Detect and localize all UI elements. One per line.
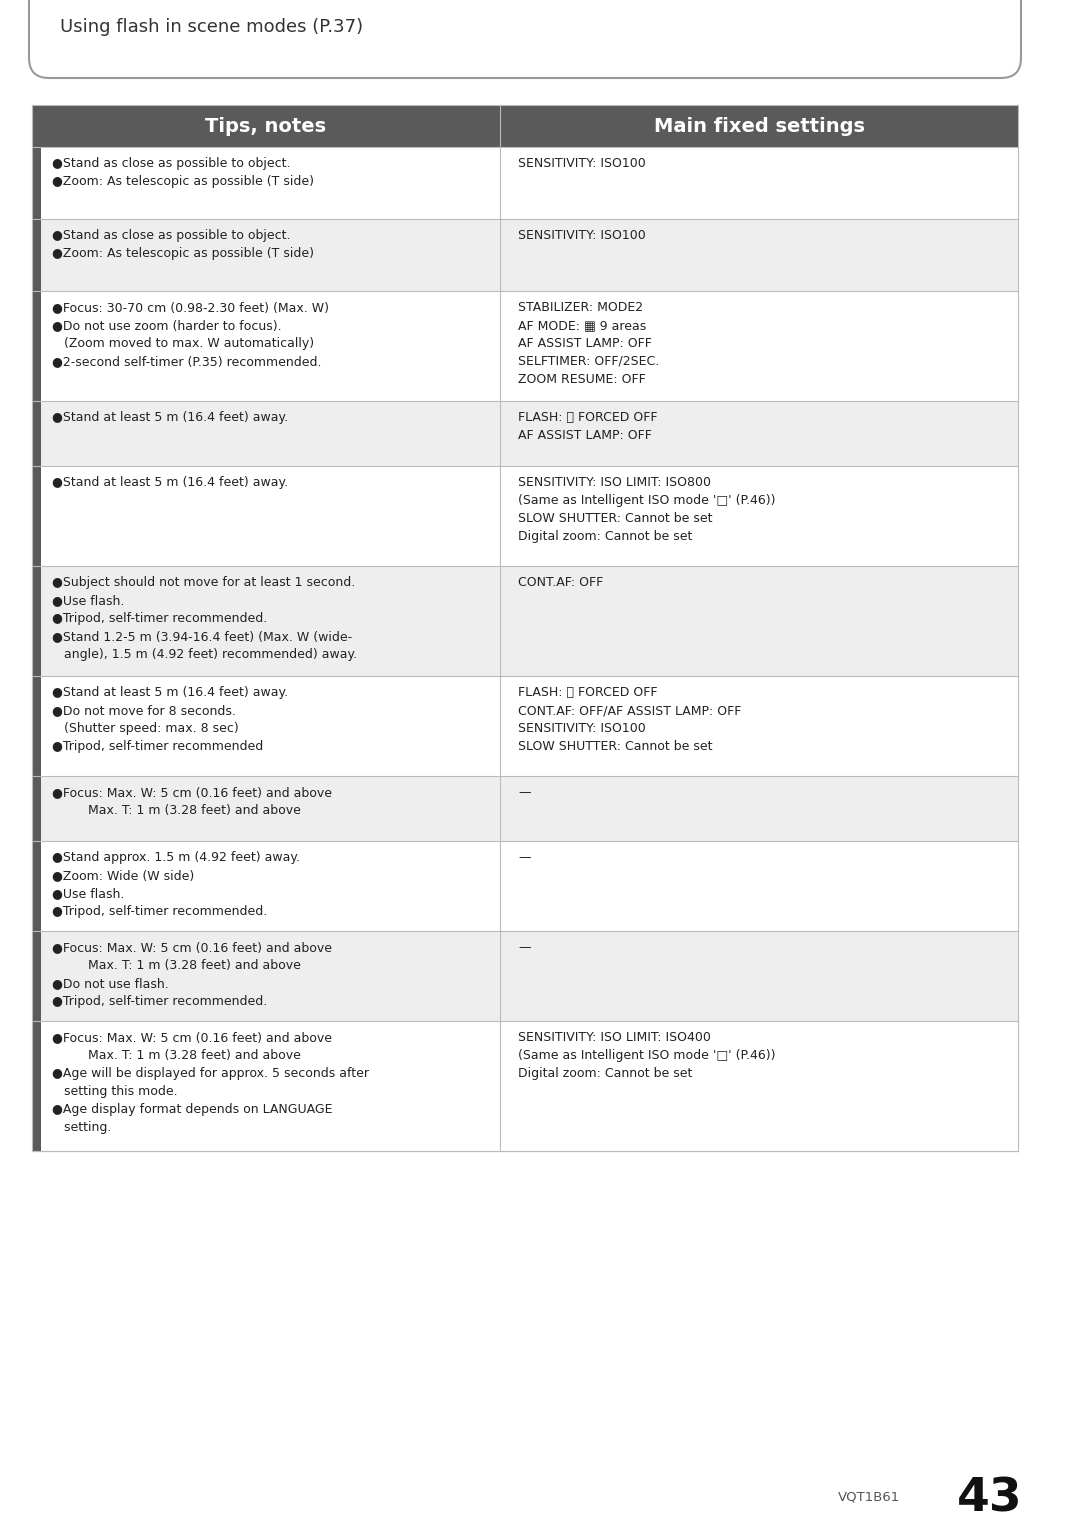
Bar	[500, 104, 1018, 147]
Text: —: —	[518, 941, 530, 953]
Bar	[41, 292, 500, 401]
Text: ●Subject should not move for at least 1 second.
●Use flash.
●Tripod, self-timer : ●Subject should not move for at least 1 …	[52, 576, 357, 662]
Text: SENSITIVITY: ISO LIMIT: ISO800
(Same as Intelligent ISO mode '□' (P.46))
SLOW SH: SENSITIVITY: ISO LIMIT: ISO800 (Same as …	[518, 476, 775, 543]
Bar	[500, 220, 1018, 292]
Text: ●Stand at least 5 m (16.4 feet) away.: ●Stand at least 5 m (16.4 feet) away.	[52, 411, 288, 424]
Bar	[500, 292, 1018, 401]
Bar	[41, 401, 500, 467]
Bar	[41, 467, 500, 566]
Bar	[32, 104, 500, 147]
Text: ●Stand as close as possible to object.
●Zoom: As telescopic as possible (T side): ●Stand as close as possible to object. ●…	[52, 229, 314, 259]
Bar	[41, 675, 500, 777]
Text: FLASH: ⓨ FORCED OFF
CONT.AF: OFF/AF ASSIST LAMP: OFF
SENSITIVITY: ISO100
SLOW SH: FLASH: ⓨ FORCED OFF CONT.AF: OFF/AF ASSI…	[518, 686, 741, 754]
Text: ●Stand at least 5 m (16.4 feet) away.
●Do not move for 8 seconds.
   (Shutter sp: ●Stand at least 5 m (16.4 feet) away. ●D…	[52, 686, 288, 754]
Text: —: —	[518, 850, 530, 864]
Bar	[32, 104, 41, 1151]
Text: ●Stand approx. 1.5 m (4.92 feet) away.
●Zoom: Wide (W side)
●Use flash.
●Tripod,: ●Stand approx. 1.5 m (4.92 feet) away. ●…	[52, 850, 300, 918]
Text: STABILIZER: MODE2
AF MODE: ▦ 9 areas
AF ASSIST LAMP: OFF
SELFTIMER: OFF/2SEC.
ZO: STABILIZER: MODE2 AF MODE: ▦ 9 areas AF …	[518, 301, 659, 385]
Text: CONT.AF: OFF: CONT.AF: OFF	[518, 576, 604, 589]
Bar	[500, 932, 1018, 1021]
Text: —: —	[518, 786, 530, 800]
Text: FLASH: ⓨ FORCED OFF
AF ASSIST LAMP: OFF: FLASH: ⓨ FORCED OFF AF ASSIST LAMP: OFF	[518, 411, 658, 442]
Text: VQT1B61: VQT1B61	[838, 1490, 900, 1503]
Bar	[41, 566, 500, 675]
Text: Tips, notes: Tips, notes	[205, 117, 326, 135]
Bar	[41, 841, 500, 932]
Bar	[500, 777, 1018, 841]
Text: Using flash in scene modes (P.37): Using flash in scene modes (P.37)	[60, 18, 363, 37]
Bar	[500, 401, 1018, 467]
Text: SENSITIVITY: ISO100: SENSITIVITY: ISO100	[518, 157, 646, 170]
Bar	[500, 566, 1018, 675]
Text: 43: 43	[957, 1477, 1023, 1521]
Bar	[41, 1021, 500, 1151]
Bar	[500, 1021, 1018, 1151]
Bar	[41, 220, 500, 292]
FancyBboxPatch shape	[29, 0, 1021, 78]
Bar	[41, 932, 500, 1021]
Bar	[500, 147, 1018, 220]
Text: SENSITIVITY: ISO100: SENSITIVITY: ISO100	[518, 229, 646, 243]
Text: ●Focus: 30-70 cm (0.98-2.30 feet) (Max. W)
●Do not use zoom (harder to focus).
 : ●Focus: 30-70 cm (0.98-2.30 feet) (Max. …	[52, 301, 329, 368]
Bar	[500, 841, 1018, 932]
Text: ●Focus: Max. W: 5 cm (0.16 feet) and above
         Max. T: 1 m (3.28 feet) and : ●Focus: Max. W: 5 cm (0.16 feet) and abo…	[52, 786, 332, 817]
Text: ●Stand at least 5 m (16.4 feet) away.: ●Stand at least 5 m (16.4 feet) away.	[52, 476, 288, 490]
Text: ●Stand as close as possible to object.
●Zoom: As telescopic as possible (T side): ●Stand as close as possible to object. ●…	[52, 157, 314, 187]
Bar	[500, 675, 1018, 777]
Text: ●Focus: Max. W: 5 cm (0.16 feet) and above
         Max. T: 1 m (3.28 feet) and : ●Focus: Max. W: 5 cm (0.16 feet) and abo…	[52, 941, 332, 1008]
Text: Main fixed settings: Main fixed settings	[653, 117, 864, 135]
Bar	[41, 777, 500, 841]
Text: SENSITIVITY: ISO LIMIT: ISO400
(Same as Intelligent ISO mode '□' (P.46))
Digital: SENSITIVITY: ISO LIMIT: ISO400 (Same as …	[518, 1032, 775, 1081]
Bar	[500, 467, 1018, 566]
Bar	[41, 147, 500, 220]
Text: ●Focus: Max. W: 5 cm (0.16 feet) and above
         Max. T: 1 m (3.28 feet) and : ●Focus: Max. W: 5 cm (0.16 feet) and abo…	[52, 1032, 369, 1134]
